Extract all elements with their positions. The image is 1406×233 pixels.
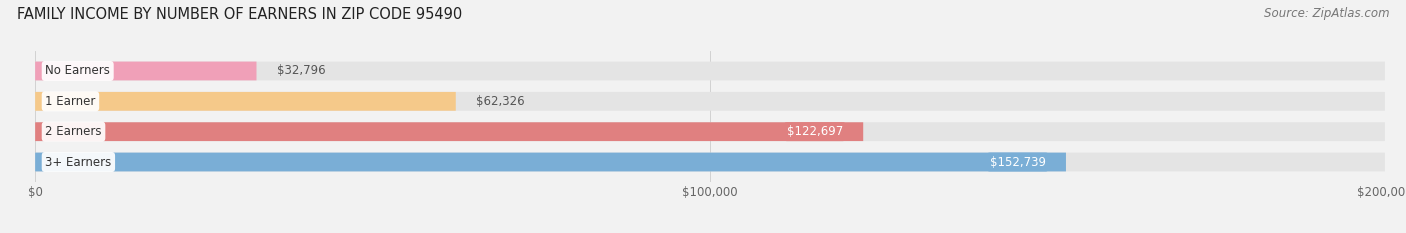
Text: $62,326: $62,326 xyxy=(477,95,524,108)
Text: FAMILY INCOME BY NUMBER OF EARNERS IN ZIP CODE 95490: FAMILY INCOME BY NUMBER OF EARNERS IN ZI… xyxy=(17,7,463,22)
Text: Source: ZipAtlas.com: Source: ZipAtlas.com xyxy=(1264,7,1389,20)
Text: $122,697: $122,697 xyxy=(787,125,844,138)
Text: 2 Earners: 2 Earners xyxy=(45,125,101,138)
FancyBboxPatch shape xyxy=(35,122,863,141)
FancyBboxPatch shape xyxy=(35,62,256,80)
Text: 3+ Earners: 3+ Earners xyxy=(45,155,111,168)
FancyBboxPatch shape xyxy=(35,92,1385,111)
FancyBboxPatch shape xyxy=(35,92,456,111)
Text: $152,739: $152,739 xyxy=(990,155,1046,168)
Text: $32,796: $32,796 xyxy=(277,65,325,78)
FancyBboxPatch shape xyxy=(35,153,1066,171)
FancyBboxPatch shape xyxy=(35,153,1385,171)
Text: 1 Earner: 1 Earner xyxy=(45,95,96,108)
Text: No Earners: No Earners xyxy=(45,65,110,78)
FancyBboxPatch shape xyxy=(35,62,1385,80)
FancyBboxPatch shape xyxy=(35,122,1385,141)
